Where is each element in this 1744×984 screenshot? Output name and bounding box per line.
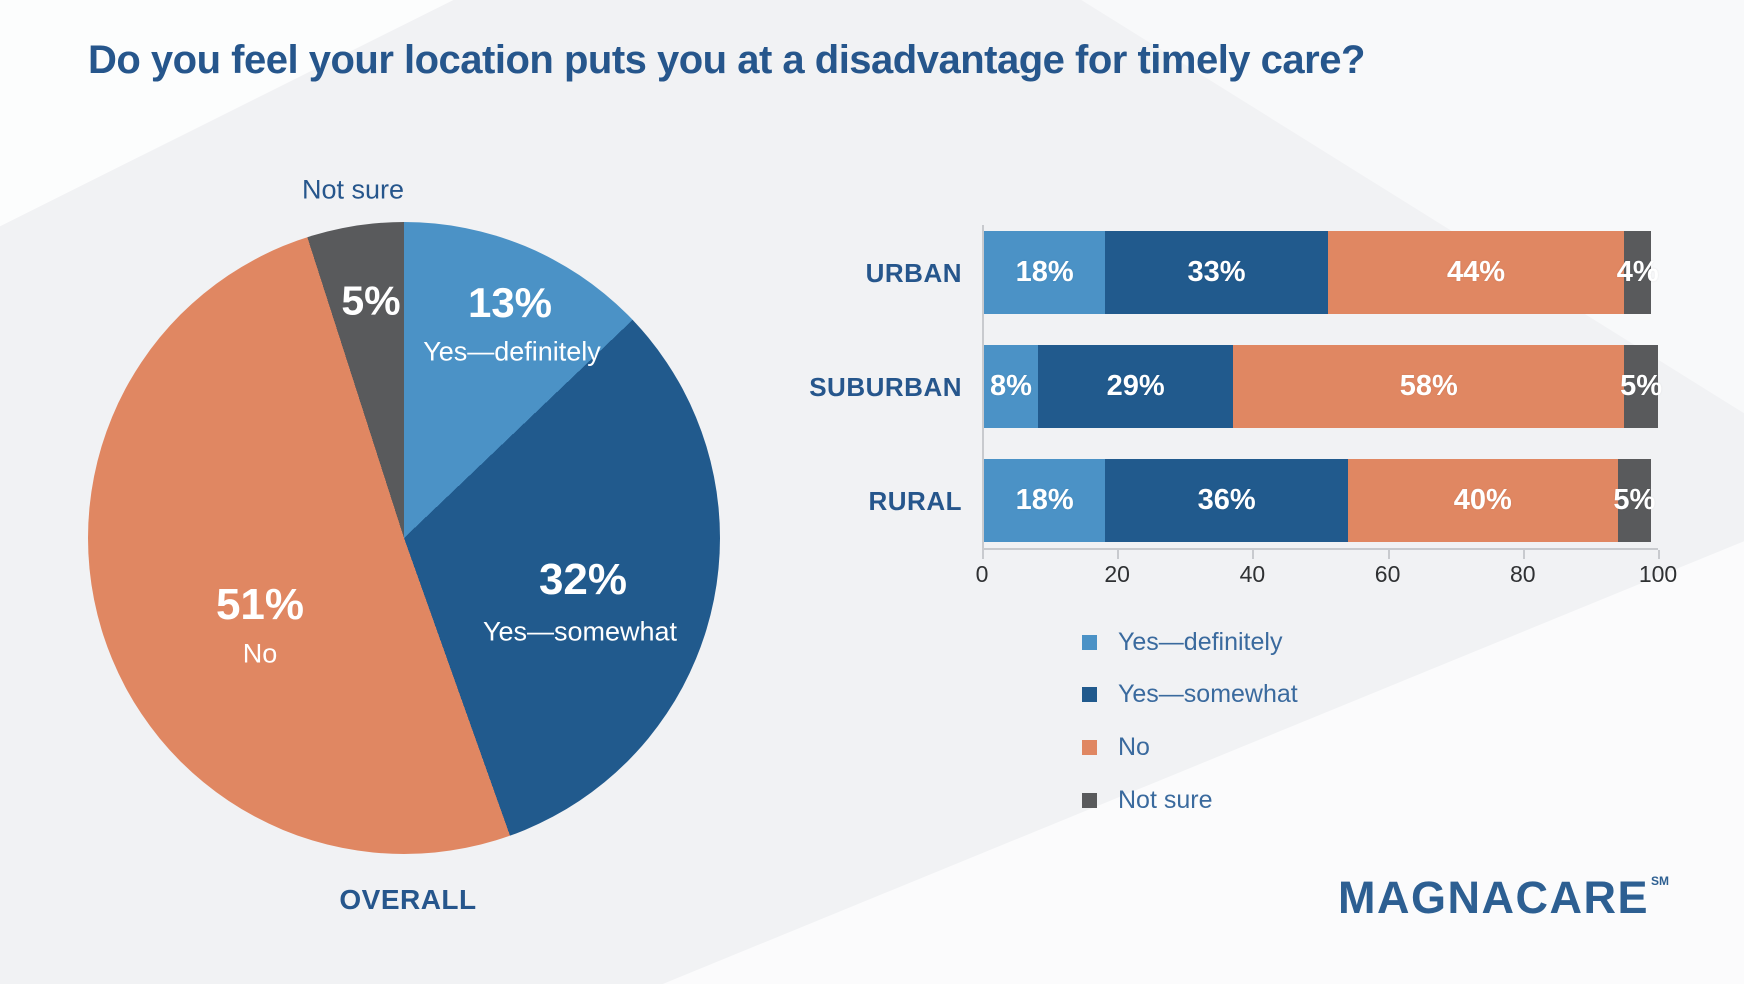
x-axis-tick	[982, 550, 984, 559]
bar-category-label-rural: RURAL	[868, 485, 962, 516]
x-axis-tick-label-20: 20	[1104, 561, 1130, 587]
x-axis-tick-label-60: 60	[1374, 561, 1401, 587]
bar-segment-value: 4%	[1616, 256, 1659, 288]
bar-segment-rural-1: 18%	[984, 459, 1106, 542]
bar-row-suburban: 8% 29% 58% 5%	[984, 345, 1662, 428]
bar-segment-suburban-2: 29%	[1037, 345, 1234, 428]
pie-value-not-sure: 5%	[341, 277, 401, 324]
x-axis-tick-label-0: 0	[975, 561, 989, 587]
bar-segment-value: 44%	[1446, 256, 1506, 288]
legend-label: Not sure	[1118, 785, 1213, 814]
legend-item-2: Yes—somewhat	[1082, 679, 1298, 709]
legend-item-1: Yes—definitely	[1082, 627, 1282, 657]
page-title: Do you feel your location puts you at a …	[88, 38, 1365, 82]
bar-segment-rural-2: 36%	[1105, 459, 1348, 542]
bar-category-label-suburban: SUBURBAN	[809, 371, 962, 402]
x-axis-tick	[1252, 550, 1255, 559]
magnacare-logo: MAGNACARE SM	[1338, 872, 1669, 924]
bar-segment-suburban-4: 5%	[1620, 345, 1662, 428]
bar-segment-suburban-3: 58%	[1233, 345, 1625, 428]
bar-segment-urban-2: 33%	[1105, 231, 1328, 314]
bar-segment-value: 18%	[1015, 256, 1074, 288]
bar-segment-value: 36%	[1197, 484, 1256, 516]
x-axis-tick-label-80: 80	[1510, 561, 1536, 587]
pie-value-no: 51%	[215, 580, 305, 629]
bar-segment-value: 5%	[1620, 370, 1663, 402]
bar-row-urban: 18% 33% 44% 4%	[984, 231, 1659, 314]
stacked-bar-chart: 18% 33% 44% 4% 8% 29% 58% 5% 18% 36% 40% 5%	[982, 225, 1662, 550]
legend-label: Yes—definitely	[1118, 627, 1283, 656]
bar-segment-value: 29%	[1106, 370, 1165, 402]
bar-segment-rural-3: 40%	[1347, 459, 1618, 542]
bar-segment-value: 33%	[1187, 256, 1246, 288]
pie-outside-label-not-sure: Not sure	[301, 174, 405, 205]
pie-value-yes-somewhat: 32%	[538, 555, 628, 604]
bar-segment-urban-4: 4%	[1617, 231, 1659, 314]
bar-segment-rural-4: 5%	[1613, 459, 1655, 542]
legend-swatch	[1082, 686, 1097, 702]
bar-segment-value: 8%	[989, 370, 1032, 402]
bar-segment-urban-1: 18%	[984, 231, 1106, 314]
x-axis-tick	[1117, 550, 1120, 559]
x-axis-tick-label-100: 100	[1638, 561, 1678, 587]
logo-text: MAGNACARE	[1338, 872, 1649, 923]
pie-sublabel-yes-definitely: Yes—definitely	[423, 336, 601, 367]
bar-row-rural: 18% 36% 40% 5%	[984, 459, 1658, 542]
x-axis-tick	[1522, 550, 1525, 559]
legend-label: Yes—somewhat	[1118, 679, 1298, 708]
pie-value-yes-definitely: 13%	[467, 279, 553, 326]
legend-item-4: Not sure	[1082, 785, 1212, 815]
bar-segment-value: 58%	[1399, 370, 1458, 402]
x-axis-tick-label-40: 40	[1239, 561, 1266, 587]
legend-swatch	[1082, 634, 1097, 650]
bar-segment-value: 40%	[1453, 484, 1512, 516]
x-axis-tick	[1387, 550, 1390, 559]
legend-swatch	[1082, 739, 1097, 755]
bar-segment-suburban-1: 8%	[984, 345, 1038, 428]
legend-swatch	[1082, 792, 1097, 808]
service-mark: SM	[1651, 874, 1669, 888]
pie-sublabel-yes-somewhat: Yes—somewhat	[482, 616, 678, 647]
legend-label: No	[1118, 732, 1150, 761]
bar-category-label-urban: URBAN	[865, 257, 962, 288]
bar-segment-value: 5%	[1613, 484, 1656, 516]
pie-caption-overall: OVERALL	[339, 884, 477, 915]
bar-segment-value: 18%	[1015, 484, 1074, 516]
pie-chart-overall	[88, 222, 720, 854]
x-axis-tick	[1658, 550, 1660, 559]
legend-item-3: No	[1082, 732, 1150, 762]
bar-segment-urban-3: 44%	[1327, 231, 1625, 314]
pie-sublabel-no: No	[242, 638, 278, 669]
